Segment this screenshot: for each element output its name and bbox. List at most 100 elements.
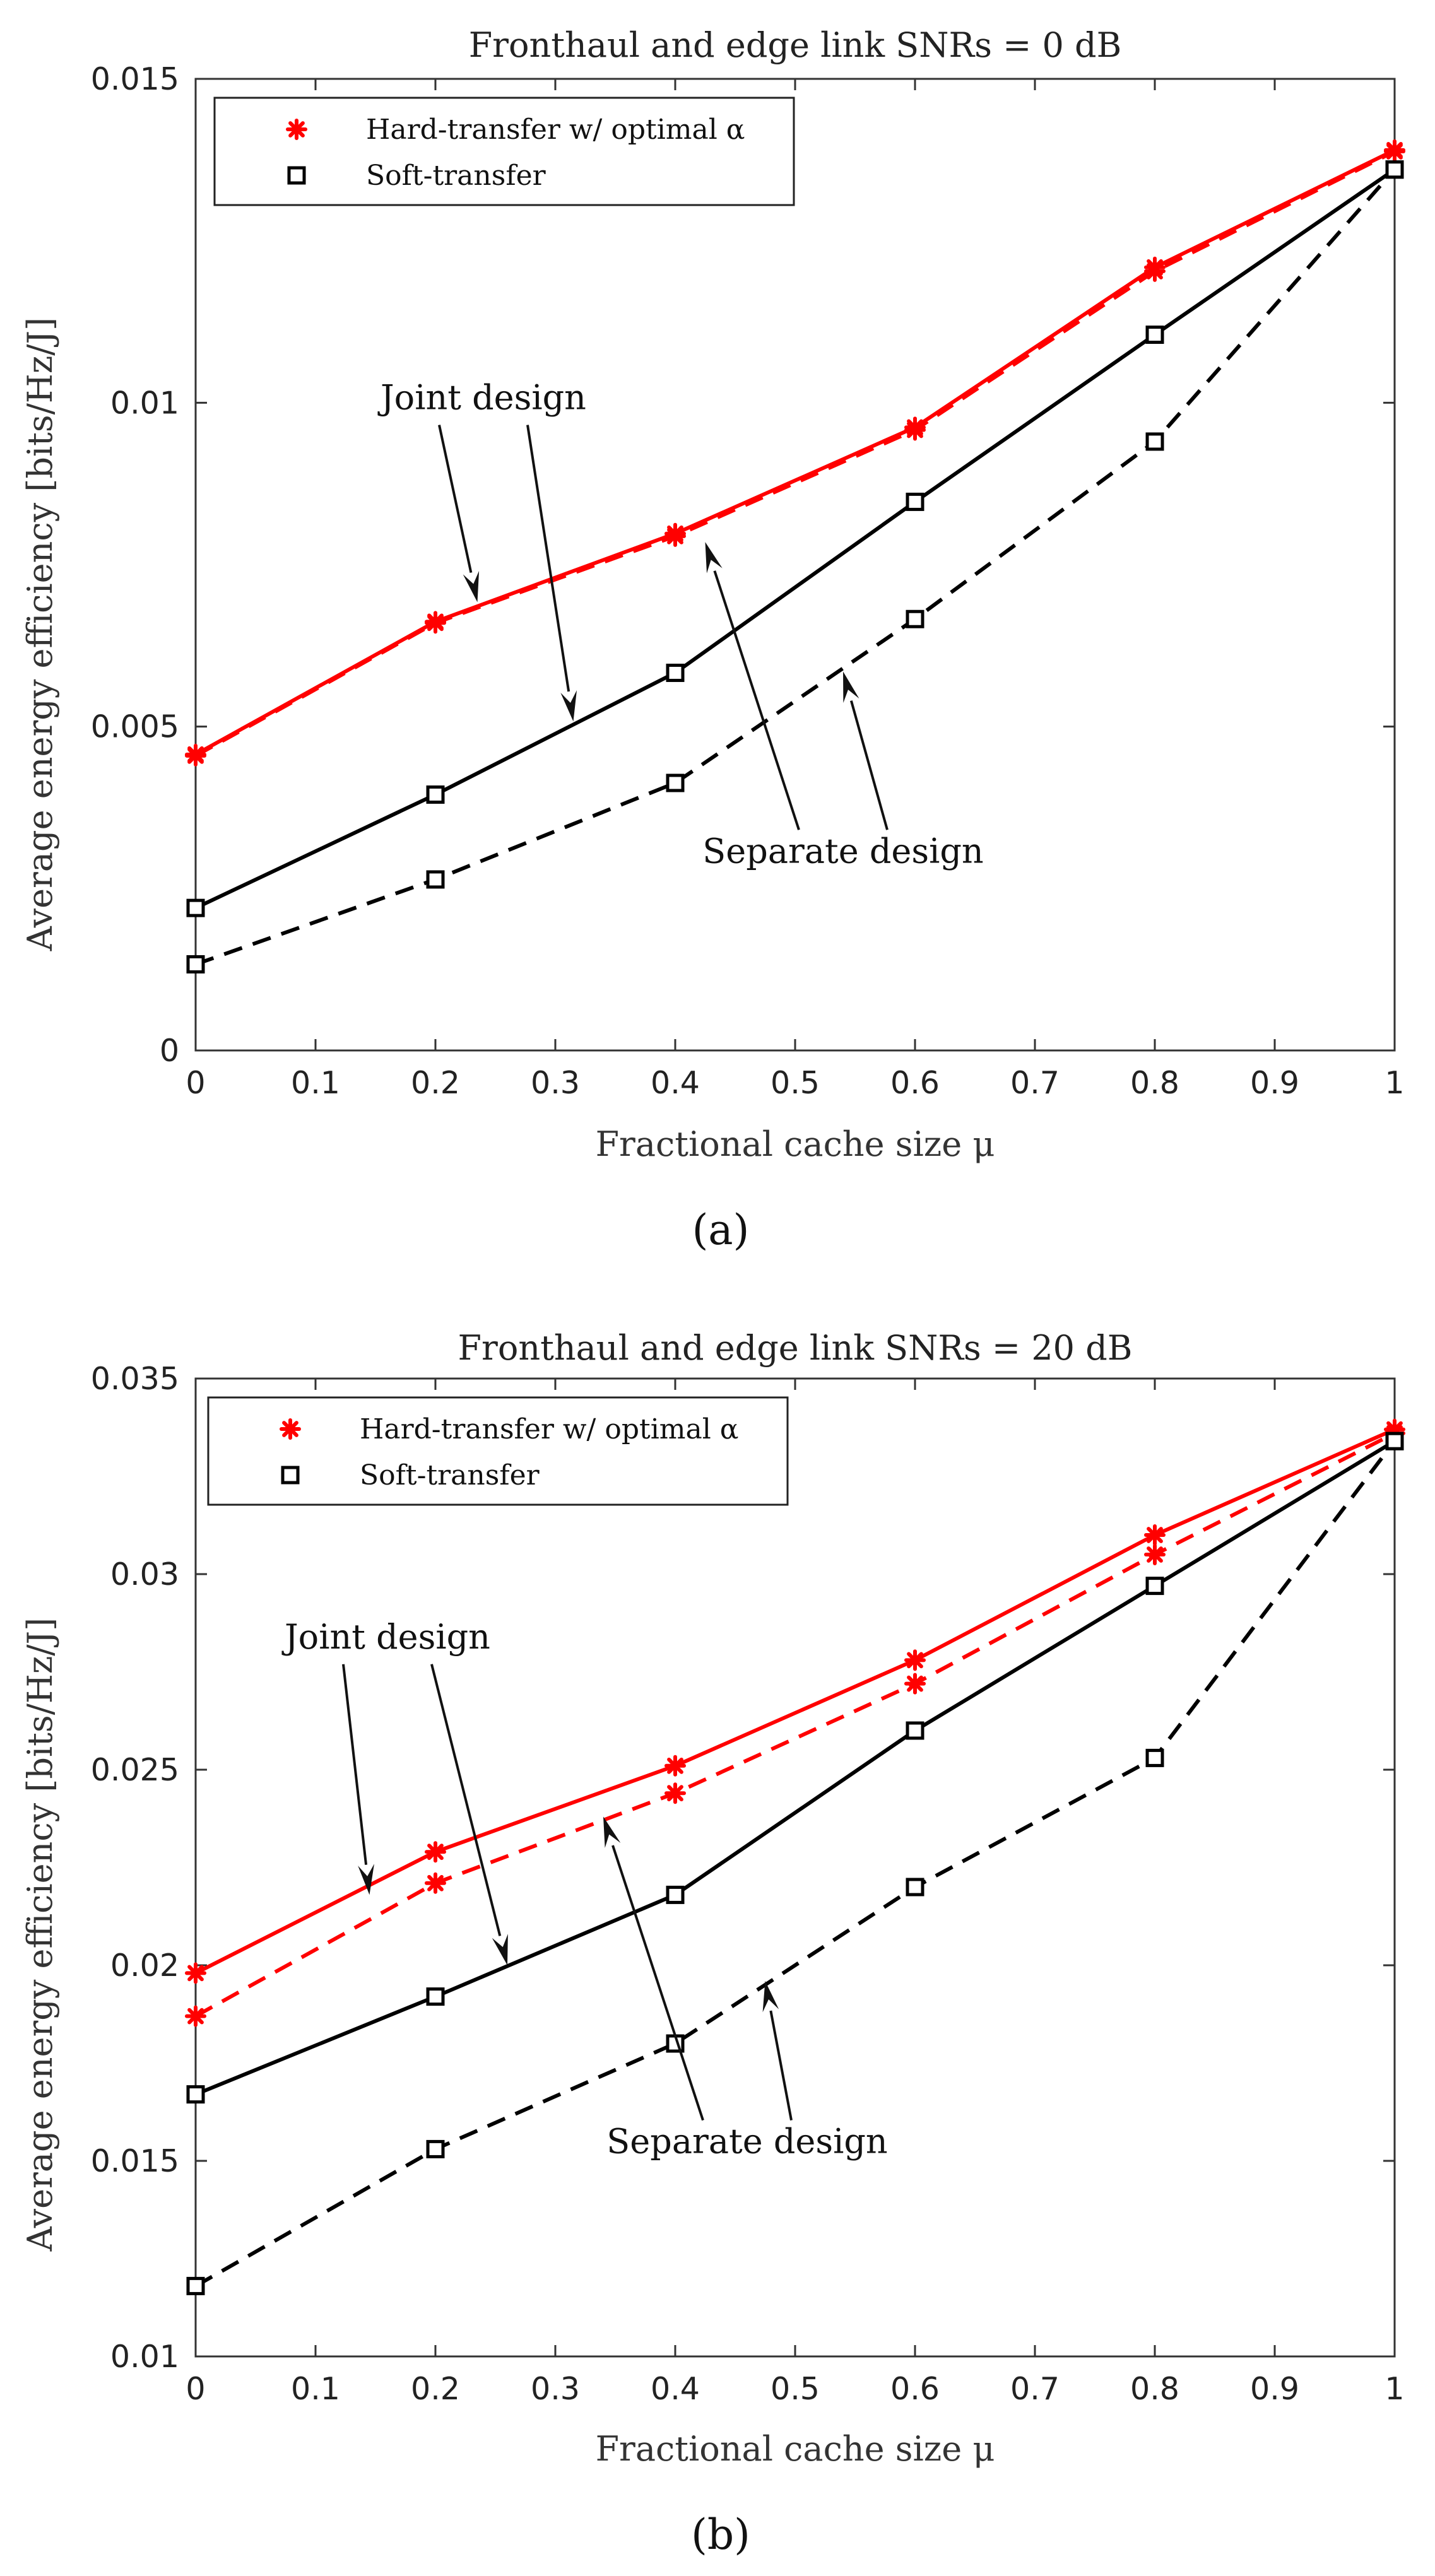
- panel-b-annotation-arrow: [603, 1816, 704, 2121]
- panel-b-data-point: [1145, 1748, 1164, 1767]
- panel-a-data-point: [426, 870, 445, 889]
- panel-b-ytick-label: 0.015: [91, 2143, 179, 2179]
- panel-b-ylabel: Average energy efficiency [bits/Hz/J]: [20, 1618, 60, 2252]
- panel-b-data-point: [185, 2005, 206, 2027]
- panel-b-data-point: [904, 1673, 926, 1695]
- panel-b-annotation-arrow: [430, 1664, 508, 1965]
- panel-b-annotation-arrow: [342, 1664, 375, 1895]
- panel-b-xlabel: Fractional cache size μ: [596, 2429, 995, 2469]
- panel-b-data-point: [426, 2139, 445, 2158]
- panel-b-annotation-arrow: [762, 1980, 793, 2120]
- panel-a-xtick-label: 0.1: [291, 1065, 340, 1101]
- panel-b-series-line: [194, 1439, 1396, 2097]
- panel-b-xtick-label: 0: [186, 2371, 205, 2407]
- panel-a-ytick-label: 0.005: [91, 709, 179, 745]
- panel-a-series-3: [186, 160, 1404, 973]
- panel-b-legend-square-marker: [281, 1466, 300, 1485]
- panel-b-ytick-label: 0.02: [110, 1948, 179, 1984]
- panel-a-xtick-label: 0.4: [651, 1065, 700, 1101]
- panel-b-data-point: [664, 1782, 686, 1804]
- panel-b-series-line: [194, 1432, 1396, 2018]
- panel-a-data-point: [1384, 140, 1405, 162]
- panel-b-annotations: Joint design Separate design: [281, 1617, 888, 2161]
- panel-a-data-point: [186, 955, 205, 973]
- panel-b-legend-label-soft: Soft-transfer: [360, 1459, 540, 1491]
- panel-a-series-line: [194, 168, 1396, 910]
- panel-a-title: Fronthaul and edge link SNRs = 0 dB: [469, 25, 1122, 65]
- panel-b-legend-box: [207, 1396, 789, 1506]
- panel-b-data-point: [186, 2085, 205, 2104]
- panel-b-data-point: [904, 1649, 926, 1671]
- panel-a-data-point: [666, 663, 685, 682]
- panel-b-xtick-label: 0.8: [1130, 2371, 1179, 2407]
- panel-b-xtick-label: 0.7: [1010, 2371, 1060, 2407]
- panel-a-caption: (a): [692, 1206, 750, 1254]
- panel-b-data-point: [425, 1841, 446, 1863]
- panel-b-series-line: [194, 1440, 1397, 2288]
- panel-b-legend: Hard-transfer w/ optimal α Soft-transfer: [207, 1396, 789, 1506]
- panel-a-xtick-label: 0.3: [531, 1065, 580, 1101]
- panel-b-legend-star-marker: [280, 1418, 301, 1440]
- panel-b-data-point: [906, 1878, 924, 1897]
- panel-a-xtick-label: 0.7: [1010, 1065, 1060, 1101]
- panel-a-annotation-arrow: [438, 425, 480, 603]
- panel-b: Fronthaul and edge link SNRs = 20 dB Ave…: [20, 1328, 1405, 2559]
- panel-a-legend-box: [213, 97, 795, 206]
- panel-a-series: [185, 139, 1405, 973]
- panel-b-data-point: [426, 1987, 445, 2006]
- panel-a-xtick-label: 0.8: [1130, 1065, 1179, 1101]
- panel-a-annotation-arrow: [843, 671, 889, 830]
- panel-b-axes: 0 0.1 0.2 0.3 0.4 0.5 0.6 0.7 0.8 0.9 1 0.01 0.015 0.…: [91, 1361, 1405, 2407]
- panel-b-legend-star: [280, 1418, 301, 1440]
- panel-a-joint-design-label: Joint design: [377, 378, 586, 418]
- panel-b-xtick-label: 0.6: [890, 2371, 940, 2407]
- panel-a-data-point: [425, 612, 446, 634]
- panel-a-data-point: [1144, 260, 1166, 282]
- panel-b-xtick-label: 0.1: [291, 2371, 340, 2407]
- panel-a-xtick-label: 1: [1385, 1065, 1404, 1101]
- panel-b-xtick-label: 0.2: [411, 2371, 460, 2407]
- panel-b-data-point: [906, 1721, 924, 1740]
- panel-a-ylabel: Average energy efficiency [bits/Hz/J]: [20, 317, 60, 951]
- panel-b-title: Fronthaul and edge link SNRs = 20 dB: [458, 1328, 1133, 1368]
- panel-b-data-point: [1385, 1432, 1404, 1450]
- panel-b-xtick-label: 0.3: [531, 2371, 580, 2407]
- panel-a-series-line: [194, 168, 1397, 967]
- panel-b-data-point: [186, 2276, 205, 2295]
- panel-b-xtick-label: 0.4: [651, 2371, 700, 2407]
- panel-b-ytick-label: 0.03: [110, 1556, 179, 1592]
- panel-b-legend-square: [281, 1466, 300, 1485]
- panel-a-separate-design-label: Separate design: [702, 831, 983, 871]
- panel-b-series-3: [186, 1432, 1404, 2295]
- panel-b-ytick-label: 0.01: [110, 2339, 179, 2375]
- panel-b-caption: (b): [691, 2510, 750, 2559]
- panel-a-annotations: Joint design Separate design: [377, 378, 984, 871]
- panel-a-data-point: [1145, 326, 1164, 344]
- panel-a-xtick-label: 0.6: [890, 1065, 940, 1101]
- panel-b-xtick-label: 0.9: [1250, 2371, 1299, 2407]
- panel-a-xlabel: Fractional cache size μ: [596, 1124, 995, 1164]
- panel-b-xtick-label: 1: [1385, 2371, 1404, 2407]
- panel-b-data-point: [1144, 1544, 1166, 1565]
- panel-b-separate-design-label: Separate design: [606, 2122, 887, 2161]
- panel-a-xtick-label: 0.9: [1250, 1065, 1299, 1101]
- panel-a-legend-square-marker: [287, 166, 306, 185]
- panel-a-annotation-arrow: [705, 542, 800, 830]
- panel-a-data-point: [906, 609, 924, 628]
- panel-a-data-point: [664, 525, 686, 547]
- panel-a-xtick-label: 0.2: [411, 1065, 460, 1101]
- panel-a-data-point: [906, 492, 924, 511]
- panel-b-joint-design-label: Joint design: [281, 1617, 490, 1657]
- panel-a-data-point: [1145, 432, 1164, 451]
- panel-a-data-point: [186, 898, 205, 917]
- panel-b-data-point: [1145, 1577, 1164, 1596]
- panel-a-data-point: [904, 419, 926, 441]
- panel-a-series-line: [194, 150, 1396, 758]
- panel-a-data-point: [185, 744, 206, 767]
- panel-a-legend-label-soft: Soft-transfer: [366, 160, 546, 192]
- panel-a-data-point: [666, 773, 685, 792]
- panel-b-series: [185, 1418, 1405, 2295]
- panel-b-series-1: [185, 1422, 1405, 2027]
